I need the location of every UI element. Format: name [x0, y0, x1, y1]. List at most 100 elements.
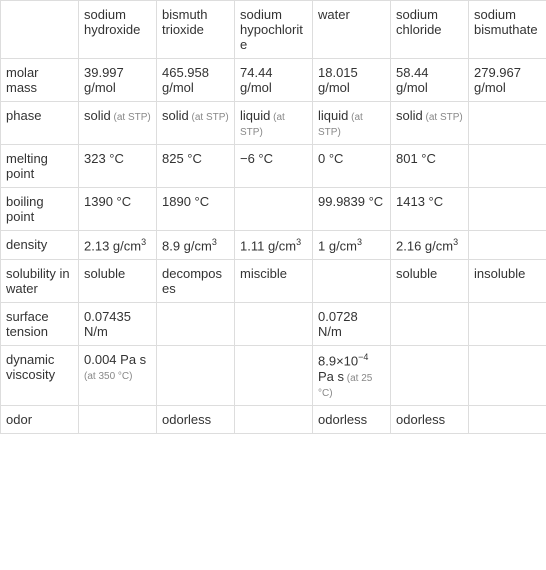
cell-value: 825 °C — [162, 151, 202, 166]
cell-value: 0.0728 N/m — [318, 309, 358, 339]
cell-value: 39.997 g/mol — [84, 65, 124, 95]
row-label: melting point — [1, 145, 79, 188]
table-row: boiling point 1390 °C 1890 °C 99.9839 °C 141… — [1, 188, 546, 231]
table-row: surface tension0.07435 N/m 0.0728 N/m — [1, 303, 546, 346]
cell-value: solid — [162, 108, 189, 123]
row-label: surface tension — [1, 303, 79, 346]
row-label: boiling point — [1, 188, 79, 231]
cell-value: liquid — [318, 108, 348, 123]
cell-superscript: 3 — [357, 237, 362, 247]
cell-value: 2.16 g/cm — [396, 238, 453, 253]
header-row: sodium hydroxide bismuth trioxide sodium… — [1, 1, 546, 59]
cell-value: 58.44 g/mol — [396, 65, 429, 95]
table-cell: liquid (at STP) — [235, 102, 313, 145]
row-label: phase — [1, 102, 79, 145]
header-empty — [1, 1, 79, 59]
header-sodium-hydroxide: sodium hydroxide — [79, 1, 157, 59]
properties-table: sodium hydroxide bismuth trioxide sodium… — [0, 0, 546, 434]
table-row: density2.13 g/cm38.9 g/cm31.11 g/cm31 g/… — [1, 231, 546, 260]
table-cell: 0.004 Pa s (at 350 °C) — [79, 346, 157, 405]
header-sodium-bismuthate: sodium bismuthate — [469, 1, 546, 59]
table-row: solubility in watersolubledecomposesmisc… — [1, 260, 546, 303]
table-body: molar mass39.997 g/mol465.958 g/mol74.44… — [1, 59, 546, 434]
table-cell: odorless — [313, 405, 391, 433]
cell-value: solid — [396, 108, 423, 123]
table-row: dynamic viscosity0.004 Pa s (at 350 °C)8… — [1, 346, 546, 405]
cell-superscript: −4 — [358, 352, 368, 362]
table-cell: 2.13 g/cm3 — [79, 231, 157, 260]
table-cell — [235, 405, 313, 433]
cell-value: solid — [84, 108, 111, 123]
table-cell: liquid (at STP) — [313, 102, 391, 145]
table-cell — [157, 346, 235, 405]
table-cell: 1390 °C — [79, 188, 157, 231]
table-row: melting point 323 °C 825 °C −6 °C 0 °C 801 °C — [1, 145, 546, 188]
table-cell: 801 °C — [391, 145, 469, 188]
table-cell — [469, 346, 546, 405]
table-cell: 1413 °C — [391, 188, 469, 231]
cell-value: odorless — [318, 412, 367, 427]
cell-value: −6 °C — [240, 151, 273, 166]
table-cell: solid (at STP) — [79, 102, 157, 145]
table-cell — [469, 405, 546, 433]
table-cell: 1.11 g/cm3 — [235, 231, 313, 260]
cell-note: (at 350 °C) — [84, 371, 132, 382]
table-cell: miscible — [235, 260, 313, 303]
table-cell — [79, 405, 157, 433]
cell-value: 8.9×10 — [318, 354, 358, 369]
cell-note: (at STP) — [111, 112, 151, 123]
cell-value: 8.9 g/cm — [162, 238, 212, 253]
table-cell — [391, 303, 469, 346]
table-cell: 58.44 g/mol — [391, 59, 469, 102]
table-cell: 18.015 g/mol — [313, 59, 391, 102]
table-cell: soluble — [79, 260, 157, 303]
cell-value: 99.9839 °C — [318, 194, 383, 209]
table-cell: decomposes — [157, 260, 235, 303]
table-cell: 1 g/cm3 — [313, 231, 391, 260]
table-cell — [157, 303, 235, 346]
cell-superscript: 3 — [453, 237, 458, 247]
cell-value: 1413 °C — [396, 194, 443, 209]
cell-value: 323 °C — [84, 151, 124, 166]
table-row: molar mass39.997 g/mol465.958 g/mol74.44… — [1, 59, 546, 102]
table-cell — [391, 346, 469, 405]
table-cell: 39.997 g/mol — [79, 59, 157, 102]
cell-value: decomposes — [162, 266, 222, 296]
table-cell: soluble — [391, 260, 469, 303]
table-cell — [235, 188, 313, 231]
table-row: odorodorlessodorlessodorless — [1, 405, 546, 433]
table-cell: 0.07435 N/m — [79, 303, 157, 346]
table-cell — [469, 188, 546, 231]
cell-value: 0 °C — [318, 151, 343, 166]
table-cell — [235, 303, 313, 346]
cell-value: odorless — [162, 412, 211, 427]
cell-note: (at STP) — [189, 112, 229, 123]
table-cell: 2.16 g/cm3 — [391, 231, 469, 260]
cell-value: 0.07435 N/m — [84, 309, 131, 339]
table-cell: 99.9839 °C — [313, 188, 391, 231]
table-cell: −6 °C — [235, 145, 313, 188]
table-cell: 323 °C — [79, 145, 157, 188]
table-cell: 279.967 g/mol — [469, 59, 546, 102]
cell-value: 1 g/cm — [318, 238, 357, 253]
table-cell: solid (at STP) — [391, 102, 469, 145]
cell-value: odorless — [396, 412, 445, 427]
cell-value-after: Pa s — [318, 369, 344, 384]
row-label: molar mass — [1, 59, 79, 102]
table-cell: 0 °C — [313, 145, 391, 188]
cell-value: 2.13 g/cm — [84, 238, 141, 253]
cell-value: 801 °C — [396, 151, 436, 166]
table-cell: odorless — [391, 405, 469, 433]
table-cell — [235, 346, 313, 405]
cell-value: 0.004 Pa s — [84, 352, 146, 367]
cell-value: 1890 °C — [162, 194, 209, 209]
table-cell: solid (at STP) — [157, 102, 235, 145]
cell-value: 1390 °C — [84, 194, 131, 209]
cell-value: 74.44 g/mol — [240, 65, 273, 95]
cell-value: soluble — [84, 266, 125, 281]
cell-value: 1.11 g/cm — [240, 238, 296, 253]
table-cell: 825 °C — [157, 145, 235, 188]
table-row: phasesolid (at STP)solid (at STP)liquid … — [1, 102, 546, 145]
header-sodium-hypochlorite: sodium hypochlorite — [235, 1, 313, 59]
cell-value: liquid — [240, 108, 270, 123]
